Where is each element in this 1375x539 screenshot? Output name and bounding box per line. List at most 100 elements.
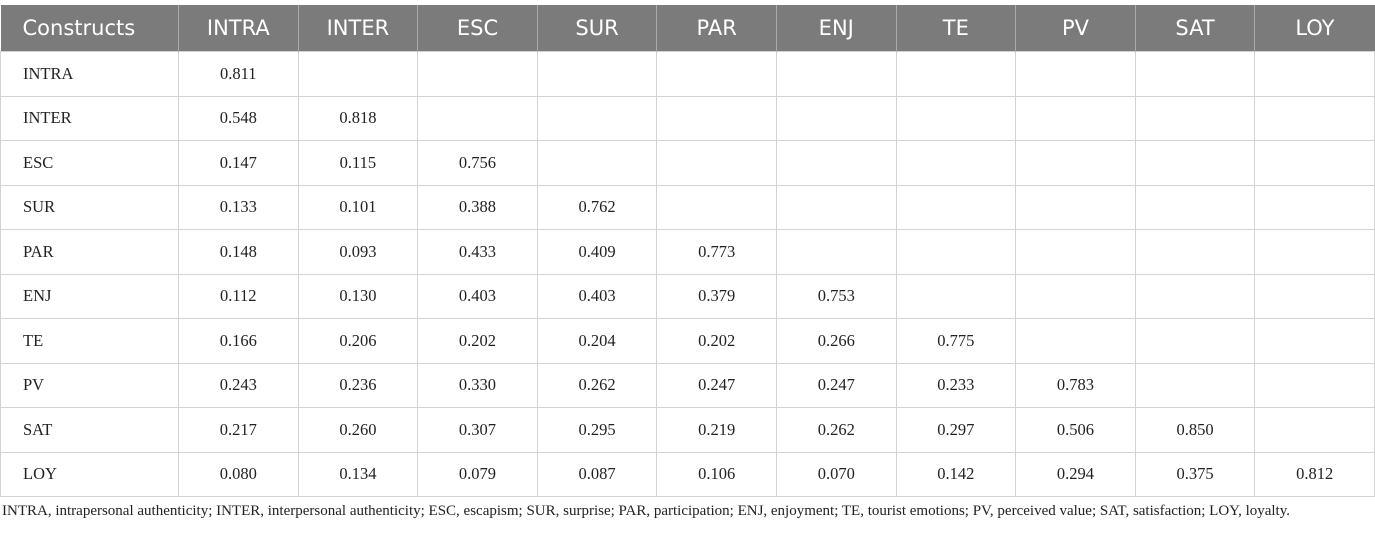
empty-cell [417,95,538,141]
empty-cell [1134,273,1256,319]
value-cell: 0.409 [536,229,658,275]
value-cell: 0.206 [297,318,419,364]
value-cell: 0.233 [895,362,1017,408]
correlation-table: Constructs INTRA INTER ESC SUR PAR ENJ TE PV SAT L… [0,5,1375,497]
header-cell: TE [895,5,1016,52]
empty-cell [536,51,658,97]
value-cell: 0.266 [775,318,897,364]
empty-cell [1134,51,1256,97]
value-cell: 0.294 [1015,451,1136,497]
value-cell: 0.247 [775,362,897,408]
value-cell: 0.101 [297,184,419,230]
empty-cell [1015,95,1136,141]
value-cell: 0.756 [417,140,538,186]
table-row: PV 0.243 0.236 0.330 0.262 0.247 0.247 0.233 0.7… [0,362,1375,408]
empty-cell [895,140,1017,186]
value-cell: 0.850 [1134,407,1256,453]
value-cell: 0.204 [536,318,658,364]
value-cell: 0.262 [536,362,658,408]
value-cell: 0.087 [536,451,658,497]
empty-cell [1134,184,1256,230]
empty-cell [417,51,538,97]
value-cell: 0.307 [417,407,538,453]
header-cell: INTRA [178,5,299,52]
value-cell: 0.147 [178,140,299,186]
empty-cell [775,184,897,230]
value-cell: 0.202 [656,318,777,364]
header-cell: SAT [1134,5,1255,52]
empty-cell [1254,184,1375,230]
value-cell: 0.247 [656,362,777,408]
header-cell: PAR [656,5,777,52]
value-cell: 0.148 [178,229,299,275]
table-row: PAR 0.148 0.093 0.433 0.409 0.773 [0,229,1375,275]
row-label: PAR [0,229,179,275]
value-cell: 0.115 [297,140,419,186]
header-cell: SUR [536,5,657,52]
empty-cell [895,184,1017,230]
table-row: ESC 0.147 0.115 0.756 [0,140,1375,186]
empty-cell [536,95,658,141]
empty-cell [656,184,777,230]
table-row: LOY 0.080 0.134 0.079 0.087 0.106 0.070 0.142 0.… [0,451,1375,497]
value-cell: 0.297 [895,407,1017,453]
header-row: Constructs INTRA INTER ESC SUR PAR ENJ TE PV SAT L… [0,5,1375,52]
empty-cell [1015,51,1136,97]
value-cell: 0.818 [297,95,419,141]
empty-cell [536,140,658,186]
row-label: TE [0,318,179,364]
value-cell: 0.134 [297,451,419,497]
footnote: INTRA, intrapersonal authenticity; INTER… [2,503,1291,519]
value-cell: 0.775 [895,318,1017,364]
row-label: PV [0,362,179,408]
value-cell: 0.217 [178,407,299,453]
value-cell: 0.262 [775,407,897,453]
value-cell: 0.236 [297,362,419,408]
empty-cell [775,229,897,275]
empty-cell [656,95,777,141]
value-cell: 0.133 [178,184,299,230]
empty-cell [1254,51,1375,97]
row-label: SUR [0,184,179,230]
row-label: INTER [0,95,179,141]
value-cell: 0.753 [775,273,897,319]
value-cell: 0.106 [656,451,777,497]
empty-cell [775,51,897,97]
empty-cell [656,51,777,97]
empty-cell [1134,229,1256,275]
empty-cell [1015,140,1136,186]
value-cell: 0.260 [297,407,419,453]
value-cell: 0.070 [775,451,897,497]
value-cell: 0.202 [417,318,538,364]
empty-cell [775,140,897,186]
table-row: ENJ 0.112 0.130 0.403 0.403 0.379 0.753 [0,273,1375,319]
empty-cell [1254,95,1375,141]
empty-cell [1134,140,1256,186]
empty-cell [1254,318,1375,364]
row-label: ENJ [0,273,179,319]
value-cell: 0.403 [536,273,658,319]
empty-cell [895,95,1017,141]
row-label: SAT [0,407,179,453]
value-cell: 0.243 [178,362,299,408]
value-cell: 0.295 [536,407,658,453]
value-cell: 0.079 [417,451,538,497]
value-cell: 0.388 [417,184,538,230]
empty-cell [895,273,1017,319]
value-cell: 0.379 [656,273,777,319]
value-cell: 0.403 [417,273,538,319]
table-row: TE 0.166 0.206 0.202 0.204 0.202 0.266 0.775 [0,318,1375,364]
row-label: LOY [0,451,179,497]
empty-cell [1015,229,1136,275]
empty-cell [775,95,897,141]
empty-cell [1254,229,1375,275]
empty-cell [1254,140,1375,186]
header-cell: PV [1015,5,1136,52]
value-cell: 0.506 [1015,407,1136,453]
value-cell: 0.762 [536,184,658,230]
row-label: ESC [0,140,179,186]
empty-cell [1134,318,1256,364]
table-row: INTRA 0.811 [0,51,1375,97]
value-cell: 0.773 [656,229,777,275]
